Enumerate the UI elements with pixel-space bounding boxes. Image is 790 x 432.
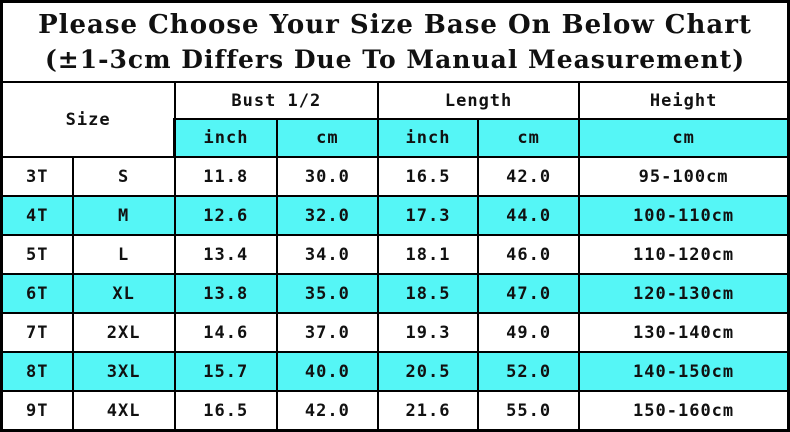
cell-length-cm: 52.0 xyxy=(477,351,581,392)
title-row: Please Choose Your Size Base On Below Ch… xyxy=(0,0,790,83)
cell-t-size: 7T xyxy=(0,312,74,353)
cell-t-size: 4T xyxy=(0,195,74,236)
header-bust-cm: cm xyxy=(275,118,379,158)
size-row-8t: 8T 3XL 15.7 40.0 20.5 52.0 140-150cm xyxy=(0,351,790,392)
cell-length-cm: 46.0 xyxy=(477,234,581,275)
cell-letter-size: 3XL xyxy=(71,351,176,392)
cell-length-inch: 18.1 xyxy=(376,234,480,275)
cell-height-cm: 95-100cm xyxy=(578,156,790,197)
cell-length-cm: 47.0 xyxy=(477,273,581,314)
cell-height-cm: 110-120cm xyxy=(578,234,790,275)
size-row-7t: 7T 2XL 14.6 37.0 19.3 49.0 130-140cm xyxy=(0,312,790,353)
cell-height-cm: 150-160cm xyxy=(578,390,790,432)
chart-title-line1: Please Choose Your Size Base On Below Ch… xyxy=(38,10,752,40)
size-row-4t: 4T M 12.6 32.0 17.3 44.0 100-110cm xyxy=(0,195,790,236)
cell-length-cm: 44.0 xyxy=(477,195,581,236)
size-row-9t: 9T 4XL 16.5 42.0 21.6 55.0 150-160cm xyxy=(0,390,790,432)
size-row-6t: 6T XL 13.8 35.0 18.5 47.0 120-130cm xyxy=(0,273,790,314)
header-length-inch: inch xyxy=(376,118,480,158)
cell-bust-inch: 15.7 xyxy=(173,351,278,392)
header-length-cm: cm xyxy=(477,118,581,158)
cell-length-inch: 21.6 xyxy=(376,390,480,432)
cell-bust-inch: 16.5 xyxy=(173,390,278,432)
cell-letter-size: L xyxy=(71,234,176,275)
cell-length-inch: 17.3 xyxy=(376,195,480,236)
size-row-5t: 5T L 13.4 34.0 18.1 46.0 110-120cm xyxy=(0,234,790,275)
cell-bust-cm: 35.0 xyxy=(275,273,379,314)
cell-letter-size: 4XL xyxy=(71,390,176,432)
cell-t-size: 3T xyxy=(0,156,74,197)
cell-length-inch: 20.5 xyxy=(376,351,480,392)
cell-bust-inch: 11.8 xyxy=(173,156,278,197)
size-row-3t: 3T S 11.8 30.0 16.5 42.0 95-100cm xyxy=(0,156,790,197)
cell-length-cm: 42.0 xyxy=(477,156,581,197)
header-height: Height xyxy=(578,81,790,120)
cell-bust-cm: 34.0 xyxy=(275,234,379,275)
header-height-cm: cm xyxy=(578,118,790,158)
cell-length-cm: 55.0 xyxy=(477,390,581,432)
cell-bust-inch: 13.4 xyxy=(173,234,278,275)
cell-letter-size: M xyxy=(71,195,176,236)
cell-t-size: 9T xyxy=(0,390,74,432)
cell-length-inch: 18.5 xyxy=(376,273,480,314)
cell-bust-cm: 30.0 xyxy=(275,156,379,197)
cell-height-cm: 140-150cm xyxy=(578,351,790,392)
cell-letter-size: 2XL xyxy=(71,312,176,353)
cell-t-size: 5T xyxy=(0,234,74,275)
cell-bust-cm: 40.0 xyxy=(275,351,379,392)
cell-bust-cm: 37.0 xyxy=(275,312,379,353)
header-size: Size xyxy=(0,81,176,158)
header-bust-inch: inch xyxy=(173,118,278,158)
header-length: Length xyxy=(376,81,581,120)
cell-length-cm: 49.0 xyxy=(477,312,581,353)
cell-length-inch: 16.5 xyxy=(376,156,480,197)
cell-height-cm: 120-130cm xyxy=(578,273,790,314)
cell-bust-cm: 32.0 xyxy=(275,195,379,236)
cell-bust-inch: 14.6 xyxy=(173,312,278,353)
cell-letter-size: XL xyxy=(71,273,176,314)
cell-letter-size: S xyxy=(71,156,176,197)
cell-height-cm: 100-110cm xyxy=(578,195,790,236)
cell-t-size: 8T xyxy=(0,351,74,392)
header-group-row: Size Bust 1/2 Length Height xyxy=(0,81,790,158)
cell-bust-inch: 12.6 xyxy=(173,195,278,236)
cell-height-cm: 130-140cm xyxy=(578,312,790,353)
cell-t-size: 6T xyxy=(0,273,74,314)
chart-title-line2: (±1-3cm Differs Due To Manual Measuremen… xyxy=(44,45,746,74)
cell-length-inch: 19.3 xyxy=(376,312,480,353)
header-unit-row: inch cm inch cm cm xyxy=(2,118,790,158)
cell-bust-cm: 42.0 xyxy=(275,390,379,432)
header-bust: Bust 1/2 xyxy=(173,81,379,120)
cell-bust-inch: 13.8 xyxy=(173,273,278,314)
chart-title: Please Choose Your Size Base On Below Ch… xyxy=(0,0,790,83)
